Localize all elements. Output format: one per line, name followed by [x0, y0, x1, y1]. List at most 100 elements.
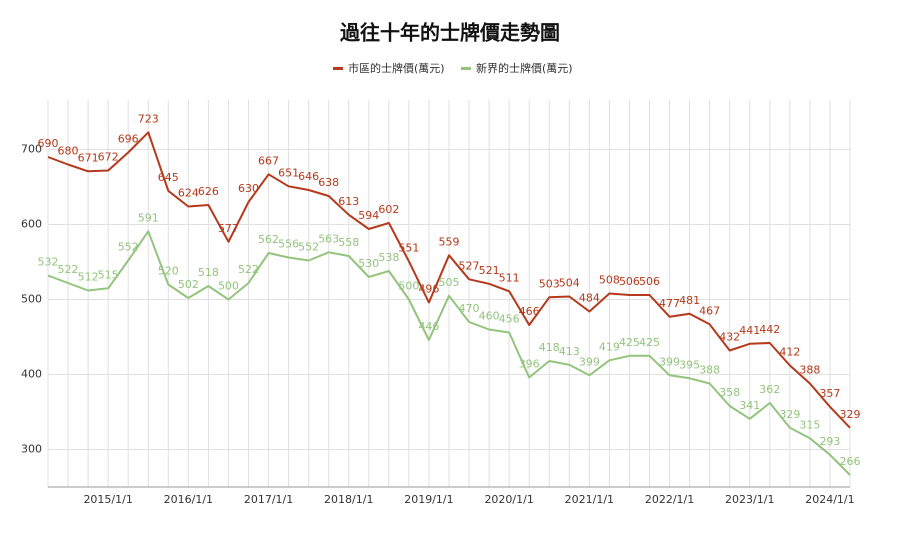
- data-label: 412: [779, 346, 800, 359]
- x-tick-label: 2021/1/1: [565, 493, 614, 506]
- data-label: 418: [539, 341, 560, 354]
- data-label: 696: [118, 133, 139, 146]
- data-label: 511: [499, 271, 520, 284]
- grid: [47, 100, 851, 488]
- y-tick-label: 500: [21, 293, 42, 306]
- data-label: 362: [759, 383, 780, 396]
- data-label: 266: [840, 455, 861, 468]
- data-label: 484: [579, 292, 600, 305]
- data-label: 680: [58, 145, 79, 158]
- x-tick-label: 2024/1/1: [805, 493, 854, 506]
- data-label: 425: [619, 336, 640, 349]
- data-label: 388: [799, 364, 820, 377]
- data-label: 690: [38, 137, 59, 150]
- lines: [47, 131, 851, 476]
- data-label: 532: [38, 256, 59, 269]
- data-label: 396: [519, 358, 540, 371]
- data-label: 518: [198, 266, 219, 279]
- y-tick-label: 300: [21, 443, 42, 456]
- data-label: 594: [358, 209, 379, 222]
- data-label: 508: [599, 274, 620, 287]
- x-tick-label: 2016/1/1: [164, 493, 213, 506]
- data-label: 559: [439, 235, 460, 248]
- data-label: 500: [218, 280, 239, 293]
- data-label: 460: [479, 310, 500, 323]
- data-label: 556: [278, 238, 299, 251]
- data-label: 329: [840, 408, 861, 421]
- data-label: 551: [398, 241, 419, 254]
- data-label: 466: [519, 305, 540, 318]
- data-label: 504: [559, 277, 580, 290]
- data-label: 503: [539, 277, 560, 290]
- data-label: 293: [819, 435, 840, 448]
- data-label: 496: [418, 283, 439, 296]
- data-label: 425: [639, 336, 660, 349]
- legend-swatch: [461, 67, 471, 70]
- data-label: 515: [98, 268, 119, 281]
- data-label: 506: [619, 275, 640, 288]
- data-label: 638: [318, 176, 339, 189]
- data-label: 527: [459, 259, 480, 272]
- data-label: 505: [439, 276, 460, 289]
- data-label: 521: [479, 264, 500, 277]
- data-label: 672: [98, 151, 119, 164]
- data-label: 538: [378, 251, 399, 264]
- data-label: 481: [679, 294, 700, 307]
- series-line: [47, 230, 851, 476]
- data-label: 522: [58, 263, 79, 276]
- data-label: 432: [719, 331, 740, 344]
- data-label: 467: [699, 304, 720, 317]
- data-label: 577: [218, 222, 239, 235]
- x-tick-label: 2018/1/1: [324, 493, 373, 506]
- data-label: 530: [358, 257, 379, 270]
- y-tick-label: 600: [21, 218, 42, 231]
- data-label: 645: [158, 171, 179, 184]
- data-label: 624: [178, 187, 199, 200]
- data-label: 552: [118, 241, 139, 254]
- data-label: 413: [559, 345, 580, 358]
- data-label: 341: [739, 399, 760, 412]
- x-tick-label: 2015/1/1: [83, 493, 132, 506]
- data-label: 470: [459, 302, 480, 315]
- data-label: 395: [679, 358, 700, 371]
- data-label: 723: [138, 112, 159, 125]
- data-label: 357: [819, 387, 840, 400]
- data-label: 630: [238, 182, 259, 195]
- data-label: 626: [198, 185, 219, 198]
- data-label: 602: [378, 203, 399, 216]
- x-tick-label: 2023/1/1: [725, 493, 774, 506]
- legend-label: 市區的士牌價(萬元): [348, 61, 445, 75]
- data-label: 651: [278, 166, 299, 179]
- data-label: 520: [158, 265, 179, 278]
- data-label: 446: [418, 320, 439, 333]
- data-label: 477: [659, 297, 680, 310]
- legend-label: 新界的士牌價(萬元): [476, 61, 573, 75]
- data-label: 591: [138, 211, 159, 224]
- data-label: 512: [78, 271, 99, 284]
- chart-title: 過往十年的士牌價走勢圖: [340, 21, 560, 45]
- data-label: 399: [579, 355, 600, 368]
- y-tick-label: 700: [21, 143, 42, 156]
- data-label: 506: [639, 275, 660, 288]
- data-label: 667: [258, 154, 279, 167]
- data-label: 388: [699, 364, 720, 377]
- data-label: 441: [739, 324, 760, 337]
- data-label: 646: [298, 170, 319, 183]
- data-label: 329: [779, 408, 800, 421]
- data-label: 502: [178, 278, 199, 291]
- data-label: 552: [298, 241, 319, 254]
- x-tick-label: 2020/1/1: [484, 493, 533, 506]
- x-tick-label: 2017/1/1: [244, 493, 293, 506]
- data-label: 399: [659, 355, 680, 368]
- data-label: 522: [238, 263, 259, 276]
- series-line: [47, 131, 851, 429]
- data-label: 456: [499, 313, 520, 326]
- data-label: 558: [338, 236, 359, 249]
- data-label: 562: [258, 233, 279, 246]
- data-label: 613: [338, 195, 359, 208]
- data-label: 500: [398, 280, 419, 293]
- data-label: 671: [78, 151, 99, 164]
- legend-swatch: [333, 67, 343, 70]
